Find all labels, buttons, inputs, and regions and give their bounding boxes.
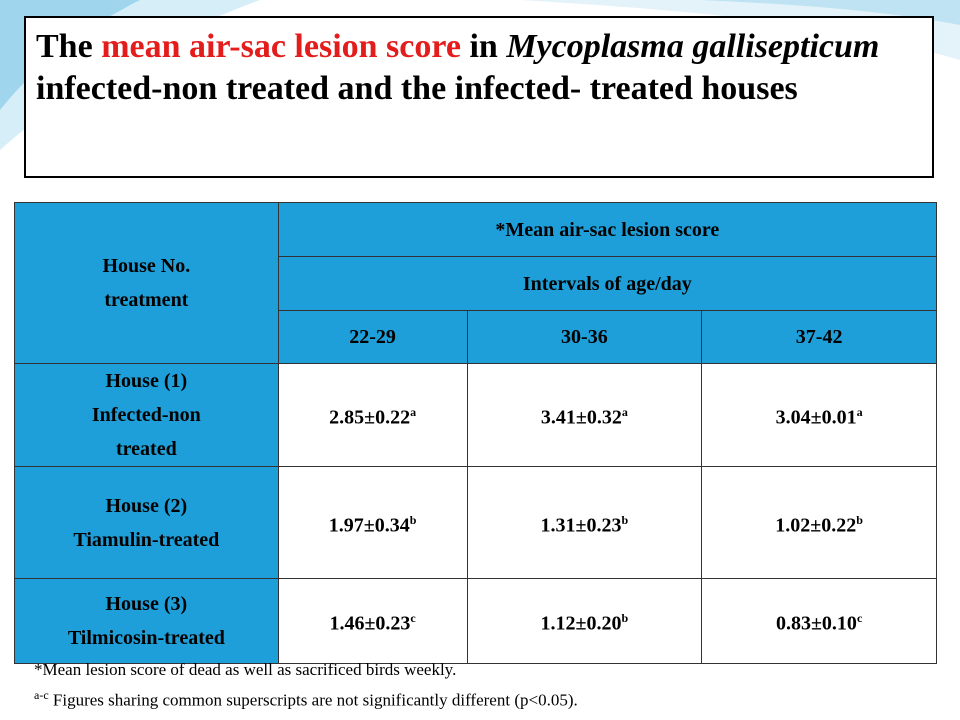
- superscript: c: [856, 611, 863, 626]
- text: House (1): [105, 370, 188, 392]
- group-header: *Mean air-sac lesion score: [277, 202, 938, 257]
- row: House (1) Infected-non treated 2.85±0.22a 3.…: [14, 363, 937, 467]
- text: Figures sharing common superscripts are …: [48, 690, 578, 710]
- footnote: *Mean lesion score of dead as well as sa…: [34, 660, 457, 679]
- text: House (3): [105, 593, 188, 615]
- text: treated: [115, 438, 177, 460]
- footnote: a-c Figures sharing common superscripts …: [34, 688, 578, 711]
- column-header: 37-42: [701, 310, 937, 364]
- swoosh: [520, 0, 960, 60]
- text: Tilmicosin-treated: [67, 627, 225, 649]
- superscript: a-c: [34, 688, 49, 702]
- title-part: Mycoplasma gallisepticum: [506, 28, 880, 65]
- swoosh: [700, 0, 960, 25]
- text: Tiamulin-treated: [73, 528, 220, 551]
- superscript: b: [621, 512, 629, 527]
- row: House (2) Tiamulin-treated 1.97±0.34b 1.31±…: [14, 466, 937, 579]
- superscript: b: [409, 512, 417, 527]
- cell: 1.97±0.34b: [277, 466, 468, 579]
- superscript: a: [410, 405, 417, 420]
- value: 1.31±0.23: [540, 514, 622, 537]
- superscript: b: [856, 512, 863, 527]
- superscript: c: [410, 611, 416, 626]
- superscript: a: [856, 405, 863, 420]
- title: The mean air-sac lesion score in Mycopla…: [24, 16, 934, 178]
- cell: 1.02±0.22b: [701, 466, 937, 579]
- text: Infected-non: [91, 404, 201, 426]
- title-part: mean air-sac lesion score: [101, 28, 461, 65]
- superscript: b: [621, 611, 629, 626]
- column-header: 22-29: [277, 310, 468, 364]
- row-label: House (3) Tilmicosin-treated: [14, 578, 279, 664]
- row: House (3) Tilmicosin-treated 1.46±0.23c 1.1…: [14, 578, 937, 664]
- title-part: infected-non treated and the infected- t…: [36, 70, 798, 107]
- cell: 3.04±0.01a: [701, 363, 937, 467]
- value: 0.83±0.10: [775, 612, 857, 635]
- value: 3.04±0.01: [775, 406, 857, 429]
- cell: 3.41±0.32a: [466, 363, 703, 467]
- subgroup-header: Intervals of age/day: [277, 256, 938, 311]
- cell: 1.31±0.23b: [466, 466, 703, 579]
- text: House (2): [105, 494, 188, 517]
- value: 3.41±0.32: [540, 406, 622, 429]
- row-label: House (1) Infected-non treated: [14, 363, 279, 467]
- column-header: 30-36: [466, 310, 703, 364]
- value: 1.12±0.20: [540, 612, 622, 635]
- title-part: in: [460, 28, 507, 65]
- table: House No. treatment *Mean air-sac lesion …: [14, 202, 938, 664]
- value: 1.02±0.22: [775, 514, 857, 537]
- column-headers: 22-29 30-36 37-42: [15, 310, 937, 364]
- value: 1.46±0.23: [329, 612, 411, 635]
- row-label: House (2) Tiamulin-treated: [14, 466, 279, 579]
- value: 2.85±0.22: [329, 406, 411, 429]
- value: 1.97±0.34: [328, 514, 410, 537]
- cell: 1.46±0.23c: [277, 578, 468, 664]
- cell: 1.12±0.20b: [466, 578, 703, 664]
- row-label-header: House No. treatment: [14, 202, 279, 364]
- cell: 0.83±0.10c: [701, 578, 937, 664]
- superscript: a: [621, 405, 628, 420]
- cell: 2.85±0.22a: [277, 363, 468, 467]
- title-part: The: [36, 28, 102, 65]
- text: treatment: [104, 289, 189, 311]
- text: House No.: [102, 255, 191, 277]
